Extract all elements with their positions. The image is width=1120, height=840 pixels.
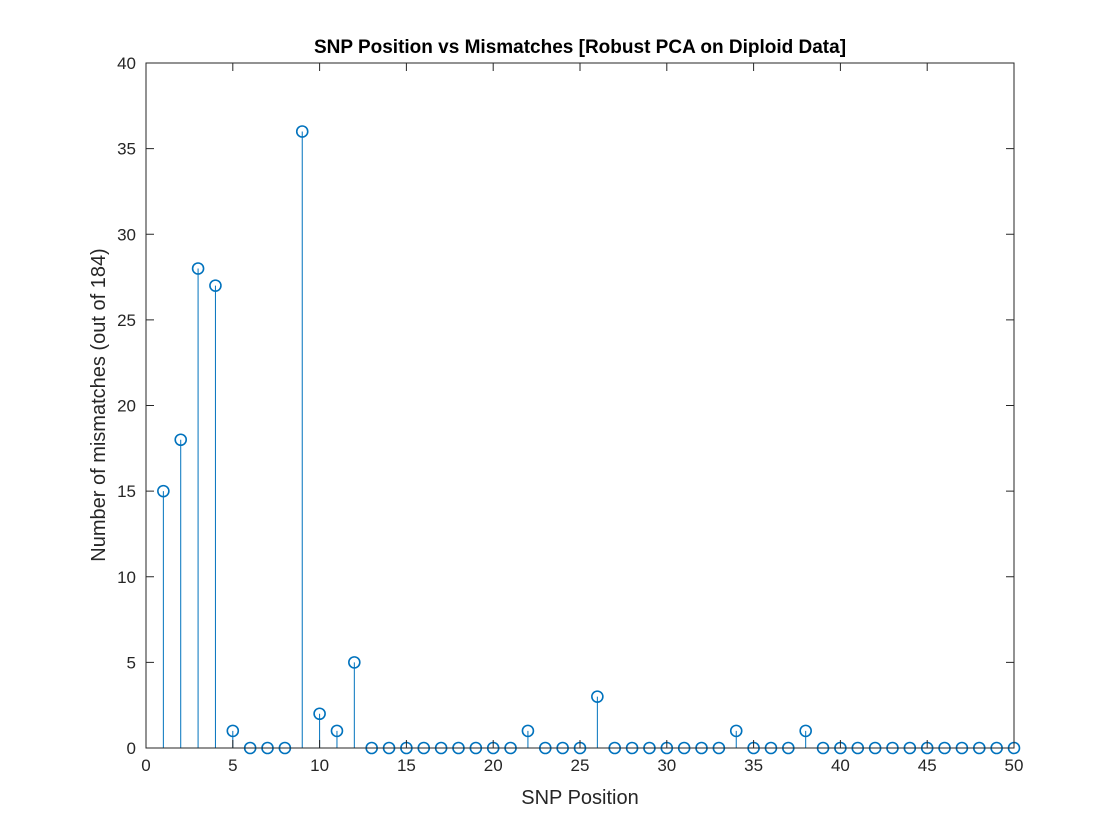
stem-marker (209, 279, 222, 292)
x-tick-label: 10 (310, 756, 329, 775)
stem-marker (591, 690, 604, 703)
stem-marker (330, 724, 344, 738)
stem-marker (226, 724, 240, 738)
y-axis-ticks: 0 5 10 15 20 25 30 35 40 (117, 54, 1014, 758)
x-tick-label: 30 (657, 756, 676, 775)
stem-marker (729, 724, 743, 738)
stem-marker (191, 262, 205, 275)
x-tick-label: 5 (228, 756, 237, 775)
stem-marker (799, 724, 812, 738)
x-tick-label: 25 (571, 756, 590, 775)
y-tick-label: 10 (117, 568, 136, 587)
stem-marker (174, 433, 188, 447)
y-tick-label: 0 (127, 739, 136, 758)
x-axis-label: SNP Position (521, 787, 638, 809)
y-tick-label: 25 (117, 311, 136, 330)
stem-marker (521, 724, 535, 738)
y-axis-label: Number of mismatches (out of 184) (88, 248, 110, 561)
stem-marker (348, 656, 361, 669)
y-tick-label: 35 (117, 140, 136, 159)
y-tick-label: 5 (127, 653, 136, 672)
x-tick-label: 45 (918, 756, 937, 775)
x-axis-ticks: 0 5 10 15 20 25 30 35 40 45 50 (141, 63, 1023, 775)
y-tick-label: 40 (117, 54, 136, 73)
y-tick-label: 15 (117, 482, 136, 501)
stem-marker (313, 707, 326, 721)
y-tick-label: 30 (117, 225, 136, 244)
x-tick-label: 40 (831, 756, 850, 775)
x-tick-label: 15 (397, 756, 416, 775)
y-tick-label: 20 (117, 397, 136, 416)
x-tick-label: 0 (141, 756, 150, 775)
stem-marker (295, 125, 309, 138)
plot-area (146, 63, 1014, 748)
x-tick-label: 35 (744, 756, 763, 775)
x-tick-label: 50 (1005, 756, 1024, 775)
stem-marker (157, 484, 170, 498)
chart-title: SNP Position vs Mismatches [Robust PCA o… (314, 37, 846, 58)
x-tick-label: 20 (484, 756, 503, 775)
